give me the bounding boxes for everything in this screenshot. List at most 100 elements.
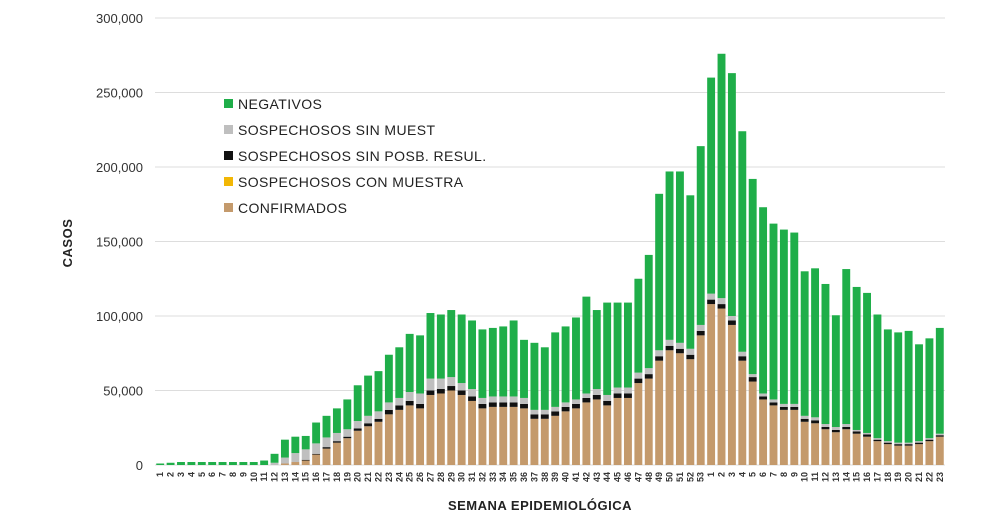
bar-segment bbox=[384, 402, 393, 410]
legend-swatch bbox=[224, 125, 233, 134]
bar-segment bbox=[187, 462, 196, 465]
bar-segment bbox=[551, 411, 560, 416]
x-tick-label: 25 bbox=[405, 472, 415, 482]
bar-segment bbox=[208, 462, 217, 465]
bar-segment bbox=[572, 408, 580, 465]
bar-segment bbox=[852, 429, 861, 432]
x-tick-label: 32 bbox=[477, 472, 487, 482]
bar-segment bbox=[582, 393, 591, 398]
bar-segment bbox=[665, 339, 674, 346]
bar-segment bbox=[696, 146, 705, 325]
bar-segment bbox=[478, 408, 487, 465]
bar-segment bbox=[883, 444, 892, 465]
bar-segment bbox=[894, 332, 903, 443]
bar-segment bbox=[509, 320, 518, 397]
x-tick-labels: 1 2 3 4 5 6 7 8 9 10 11 12 13 14 15 16 17 18 19 20 21 22 23 24 2… bbox=[155, 472, 945, 482]
x-tick-label: 30 bbox=[457, 472, 467, 482]
bar-segment bbox=[748, 178, 757, 375]
bar-segment bbox=[811, 417, 820, 421]
bar-segment bbox=[343, 399, 352, 430]
bar-segment bbox=[779, 229, 788, 404]
bar-segment bbox=[759, 393, 768, 397]
bar-segment bbox=[353, 385, 362, 422]
bar-segment bbox=[894, 445, 903, 465]
bar-segment bbox=[540, 347, 549, 410]
bar-segment bbox=[239, 462, 248, 465]
bar-segment bbox=[925, 438, 934, 440]
bar-segment bbox=[831, 429, 840, 433]
x-tick-label: 7 bbox=[218, 472, 228, 477]
bar-segment bbox=[624, 302, 632, 388]
y-tick-label: 100,000 bbox=[96, 309, 143, 324]
x-tick-label: 28 bbox=[436, 472, 446, 482]
bar-segment bbox=[790, 403, 799, 407]
bar-segment bbox=[395, 397, 404, 406]
bar-segment bbox=[624, 397, 632, 465]
bar-segment bbox=[166, 462, 175, 465]
bar-segment bbox=[883, 442, 892, 445]
bar-segment bbox=[436, 314, 445, 379]
y-tick-label: 200,000 bbox=[96, 160, 143, 175]
bar-segment bbox=[696, 330, 705, 336]
bar-segment bbox=[447, 310, 456, 378]
bar-segment bbox=[260, 460, 269, 465]
bar-segment bbox=[925, 338, 934, 439]
x-tick-label: 49 bbox=[654, 472, 664, 482]
bar-segment bbox=[935, 435, 944, 437]
bar-segment bbox=[291, 436, 300, 454]
bar-segment bbox=[800, 421, 809, 465]
bar-segment bbox=[738, 351, 747, 357]
bar-segment bbox=[842, 424, 851, 427]
bar-segment bbox=[675, 353, 684, 465]
bar-segment bbox=[530, 342, 539, 410]
bar-segment bbox=[416, 393, 425, 404]
x-tick-label: 9 bbox=[789, 472, 799, 477]
bar-segment bbox=[873, 441, 882, 465]
x-tick-label: 20 bbox=[904, 472, 914, 482]
x-tick-label: 26 bbox=[415, 472, 425, 482]
bar-segment bbox=[384, 354, 393, 403]
bar-segment bbox=[613, 397, 622, 465]
gridlines bbox=[155, 17, 945, 466]
bar-segment bbox=[332, 432, 341, 442]
bar-segment bbox=[478, 403, 487, 409]
legend-swatch bbox=[224, 151, 233, 160]
bar-segment bbox=[634, 278, 643, 373]
x-tick-label: 13 bbox=[831, 472, 841, 482]
bar-segment bbox=[655, 193, 664, 351]
bar-segment bbox=[811, 420, 820, 424]
bar-segment bbox=[520, 397, 528, 404]
bar-segment bbox=[457, 390, 466, 395]
bar-segment bbox=[468, 389, 476, 397]
bar-segment bbox=[925, 441, 934, 465]
bar-segment bbox=[582, 402, 591, 465]
bar-segment bbox=[572, 317, 580, 400]
x-tick-label: 38 bbox=[540, 472, 550, 482]
bar-segment bbox=[707, 304, 716, 465]
bar-segment bbox=[447, 390, 456, 465]
bar-segment bbox=[769, 399, 778, 403]
x-tick-label: 51 bbox=[675, 472, 685, 482]
bar-segment bbox=[644, 368, 653, 375]
x-tick-label: 33 bbox=[488, 472, 498, 482]
bar-segment bbox=[873, 314, 882, 439]
bar-segment bbox=[883, 441, 892, 443]
bar-segment bbox=[821, 429, 830, 465]
bar-segment bbox=[738, 360, 747, 465]
x-tick-label: 2 bbox=[717, 472, 727, 477]
x-tick-label: 4 bbox=[737, 472, 747, 477]
bar-segment bbox=[280, 439, 289, 458]
bar-segment bbox=[540, 409, 549, 415]
bar-segment bbox=[665, 350, 674, 465]
bar-segment bbox=[280, 457, 289, 464]
bar-segment bbox=[301, 435, 310, 450]
bar-segment bbox=[759, 399, 768, 465]
x-tick-label: 37 bbox=[529, 472, 539, 482]
bar-segment bbox=[322, 448, 331, 465]
y-axis-title: CASOS bbox=[60, 219, 75, 268]
x-tick-label: 12 bbox=[270, 472, 280, 482]
bar-segment bbox=[665, 171, 674, 340]
x-tick-label: 12 bbox=[820, 472, 830, 482]
bar-segment bbox=[779, 406, 788, 410]
bar-segment bbox=[416, 408, 425, 465]
